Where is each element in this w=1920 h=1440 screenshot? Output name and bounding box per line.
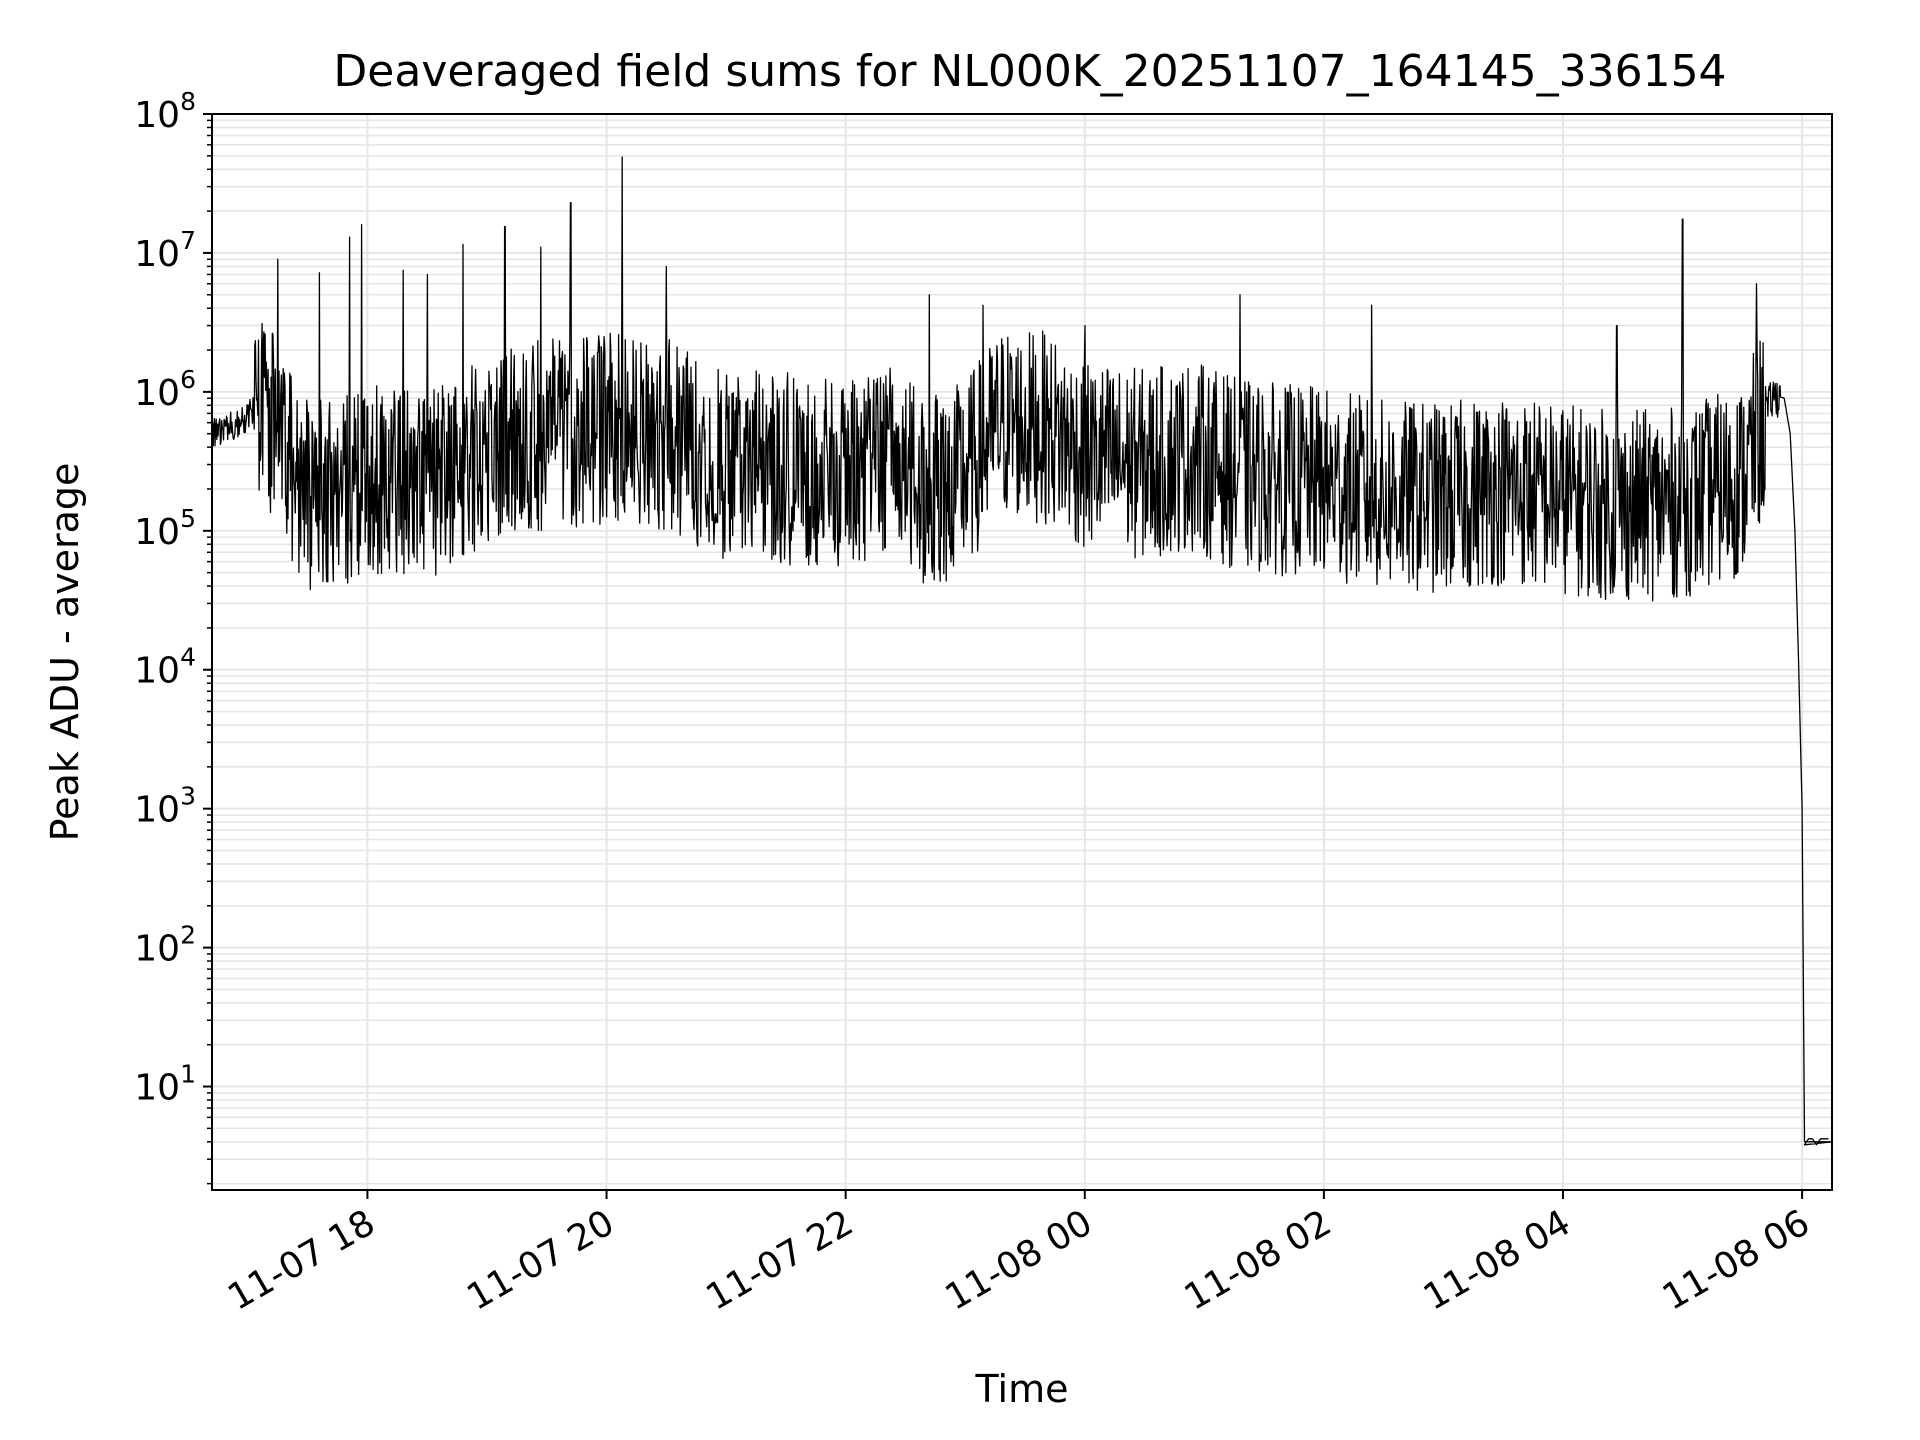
y-tick-exponent: 7 [180, 226, 196, 255]
grid-lines [207, 113, 1832, 1190]
y-tick-label: 104 [134, 643, 196, 692]
y-axis-label: Peak ADU - average [43, 463, 87, 842]
y-tick-exponent: 4 [180, 643, 196, 672]
x-axis-label: Time [975, 1367, 1069, 1411]
y-tick-base: 10 [134, 512, 180, 553]
y-tick-label: 108 [134, 87, 196, 136]
chart-title: Deaveraged field sums for NL000K_2025110… [333, 46, 1726, 97]
y-tick-label: 101 [134, 1060, 196, 1109]
y-tick-base: 10 [134, 1068, 180, 1109]
y-tick-label: 107 [134, 226, 196, 275]
y-tick-exponent: 5 [180, 504, 196, 533]
y-tick-label: 105 [134, 504, 196, 553]
y-tick-label: 102 [134, 921, 196, 970]
y-tick-base: 10 [134, 95, 180, 136]
plot-frame [211, 113, 1833, 1191]
y-tick-base: 10 [134, 234, 180, 275]
y-tick-base: 10 [134, 373, 180, 414]
y-tick-exponent: 1 [180, 1060, 196, 1089]
y-tick-exponent: 8 [180, 87, 196, 116]
y-tick-label: 103 [134, 782, 196, 831]
data-series [211, 156, 1833, 1146]
y-tick-exponent: 2 [180, 921, 196, 950]
y-tick-base: 10 [134, 790, 180, 831]
y-tick-exponent: 3 [180, 782, 196, 811]
y-tick-label: 106 [134, 365, 196, 414]
y-tick-base: 10 [134, 651, 180, 692]
y-tick-base: 10 [134, 929, 180, 970]
series-line [211, 156, 1833, 1146]
y-tick-exponent: 6 [180, 365, 196, 394]
